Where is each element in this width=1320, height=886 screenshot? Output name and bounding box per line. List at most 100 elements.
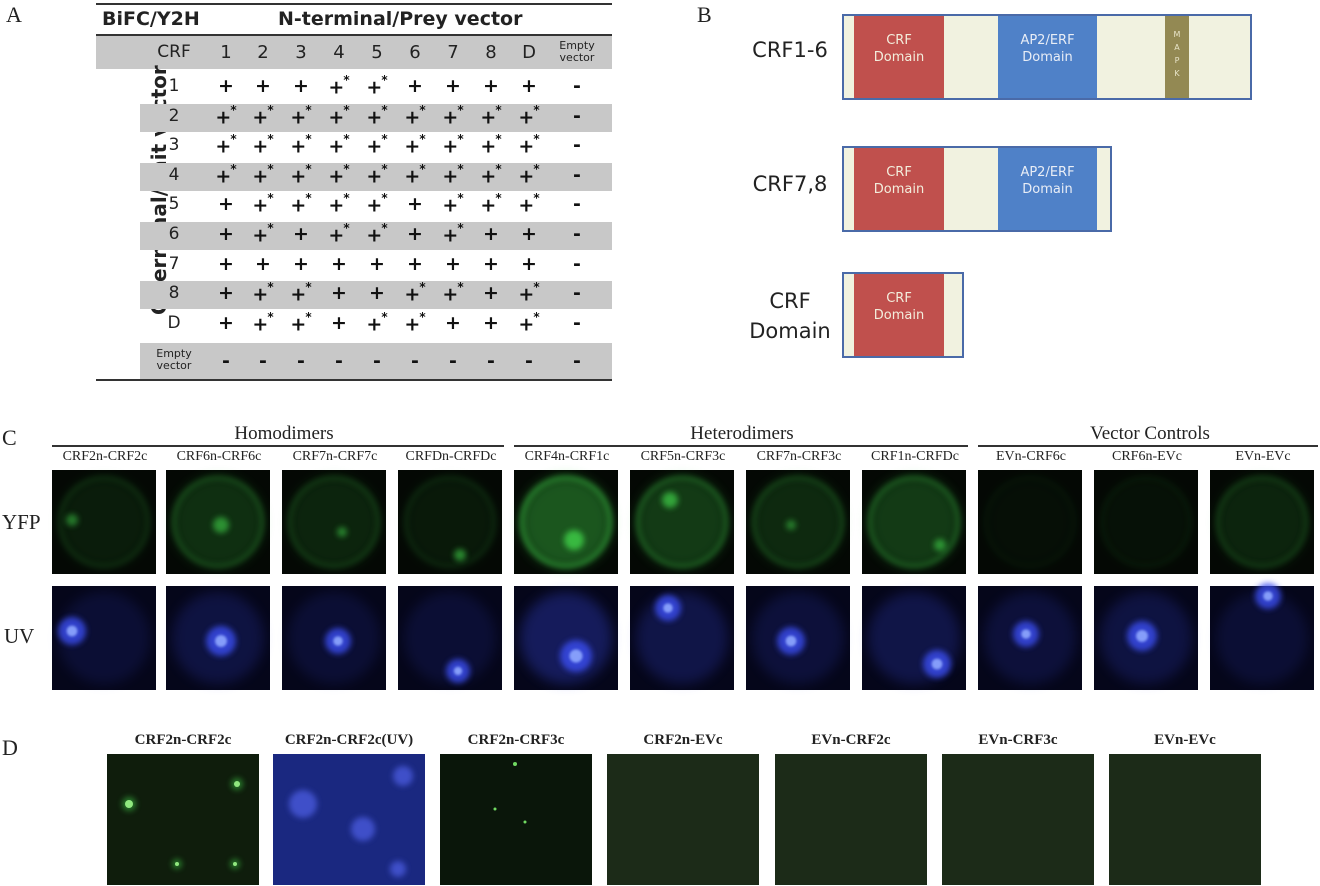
cell-symbol: + <box>366 135 383 158</box>
interaction-cell: +* <box>324 102 354 128</box>
cell-symbol: + <box>290 105 307 128</box>
significance-asterisk: * <box>533 161 540 176</box>
interaction-cell: +* <box>248 191 278 216</box>
interaction-cell: + <box>211 193 241 215</box>
cell-symbol: + <box>445 75 461 97</box>
empty-vector-cell: - <box>573 223 581 245</box>
interaction-cell: +* <box>400 162 430 187</box>
cell-symbol: + <box>518 283 535 306</box>
cell-symbol: + <box>369 282 385 305</box>
cell-symbol: + <box>518 105 535 128</box>
significance-asterisk: * <box>419 309 426 324</box>
condition-label: CRF6n-CRF6c <box>176 449 262 464</box>
significance-asterisk: * <box>267 161 274 176</box>
significance-asterisk: * <box>267 221 274 235</box>
crf7-8-ap2-domain: AP2/ERF Domain <box>998 148 1097 230</box>
interaction-cell: + <box>438 75 468 97</box>
condition-label: CRF5n-CRF3c <box>640 449 726 464</box>
interaction-cell: +* <box>400 132 430 157</box>
row-band <box>140 162 612 191</box>
cell-symbol: + <box>521 75 537 97</box>
crf1-6-ap2-domain: AP2/ERF Domain <box>998 16 1097 98</box>
interaction-cell: +* <box>514 161 544 187</box>
significance-asterisk: * <box>495 191 502 206</box>
mapk-letter: A <box>1174 43 1180 52</box>
table-corner-label: BiFC/Y2H <box>102 8 200 30</box>
significance-asterisk: * <box>419 280 426 295</box>
yfp-micrograph <box>746 470 850 574</box>
mapk-motif: M A P K <box>1165 16 1189 98</box>
significance-asterisk: * <box>343 102 350 117</box>
significance-asterisk: * <box>343 161 350 176</box>
significance-asterisk: * <box>495 132 502 147</box>
interaction-cell: + <box>476 75 506 97</box>
cell-symbol: + <box>366 76 383 99</box>
column-header: 6 <box>409 42 421 63</box>
interaction-cell: + <box>514 253 544 275</box>
crf1-6-crf-domain-l2: Domain <box>873 50 925 65</box>
interaction-cell: + <box>476 312 506 334</box>
significance-asterisk: * <box>230 132 237 147</box>
row-header: D <box>167 312 181 333</box>
cell-symbol: + <box>255 75 271 97</box>
condition-label: EVn-CRF6c <box>996 449 1066 464</box>
cell-symbol: + <box>331 282 347 305</box>
cell-symbol: + <box>290 313 307 336</box>
yfp-micrograph <box>1210 470 1314 574</box>
cell-symbol: + <box>328 165 345 188</box>
interaction-cell: + <box>211 282 241 304</box>
interaction-cell: + <box>400 75 430 97</box>
panel-d-label: CRF2n-CRF3c <box>467 732 565 748</box>
cell-symbol: + <box>521 223 537 245</box>
yfp-micrograph <box>282 470 386 574</box>
empty-col-line2: vector <box>559 51 595 64</box>
interaction-cell: +* <box>286 191 316 216</box>
interaction-cell: +* <box>400 103 430 128</box>
crf1-6-ap2-domain-l2: Domain <box>1022 50 1073 65</box>
interaction-cell: +* <box>211 162 241 187</box>
cell-symbol: + <box>366 194 383 217</box>
empty-vector-cell: - <box>573 163 581 186</box>
interaction-cell: +* <box>286 280 316 305</box>
interaction-cell: +* <box>438 221 468 246</box>
cell-symbol: + <box>366 313 383 336</box>
cell-symbol: + <box>407 75 423 97</box>
interaction-cell: +* <box>514 280 544 306</box>
cell-symbol: + <box>252 135 269 158</box>
empty-vector-cell: - <box>573 75 581 97</box>
uv-micrograph <box>398 586 502 690</box>
interaction-cell: +* <box>248 221 278 246</box>
uv-micrograph <box>978 586 1082 690</box>
row-header: 5 <box>168 194 180 215</box>
interaction-cell: + <box>248 253 278 275</box>
significance-asterisk: * <box>381 132 388 147</box>
interaction-cell: +* <box>211 103 241 128</box>
significance-asterisk: * <box>533 309 540 324</box>
interaction-cell: + <box>362 282 392 304</box>
significance-asterisk: * <box>457 161 464 176</box>
empty-vector-cell: - <box>573 134 581 157</box>
empty-vector-row-header: Empty vector <box>144 348 204 372</box>
crf1-6-crf-domain-l1: CRF <box>886 33 912 48</box>
interaction-cell: +* <box>476 132 506 157</box>
interaction-cell: +* <box>362 162 392 187</box>
row-header: 2 <box>168 105 180 126</box>
row-band <box>140 222 612 250</box>
cell-symbol: + <box>218 311 234 334</box>
column-header: 1 <box>220 42 232 63</box>
cell-symbol: + <box>442 135 459 158</box>
significance-asterisk: * <box>457 191 464 206</box>
panel-d-label: CRF2n-CRF2c(UV) <box>284 732 414 748</box>
crf1-6-ap2-domain-l1: AP2/ERF <box>1020 33 1075 48</box>
interaction-cell: +* <box>362 221 392 246</box>
significance-asterisk: * <box>495 102 502 117</box>
cell-symbol: + <box>218 282 234 305</box>
interaction-cell: +* <box>362 73 392 99</box>
uv-micrograph <box>166 586 270 690</box>
empty-row-cell: - <box>222 350 230 372</box>
yfp-micrograph <box>398 470 502 574</box>
interaction-cell: + <box>211 253 241 275</box>
cell-symbol: + <box>404 283 421 306</box>
cell-symbol: + <box>255 252 271 275</box>
interaction-cell: + <box>476 223 506 245</box>
